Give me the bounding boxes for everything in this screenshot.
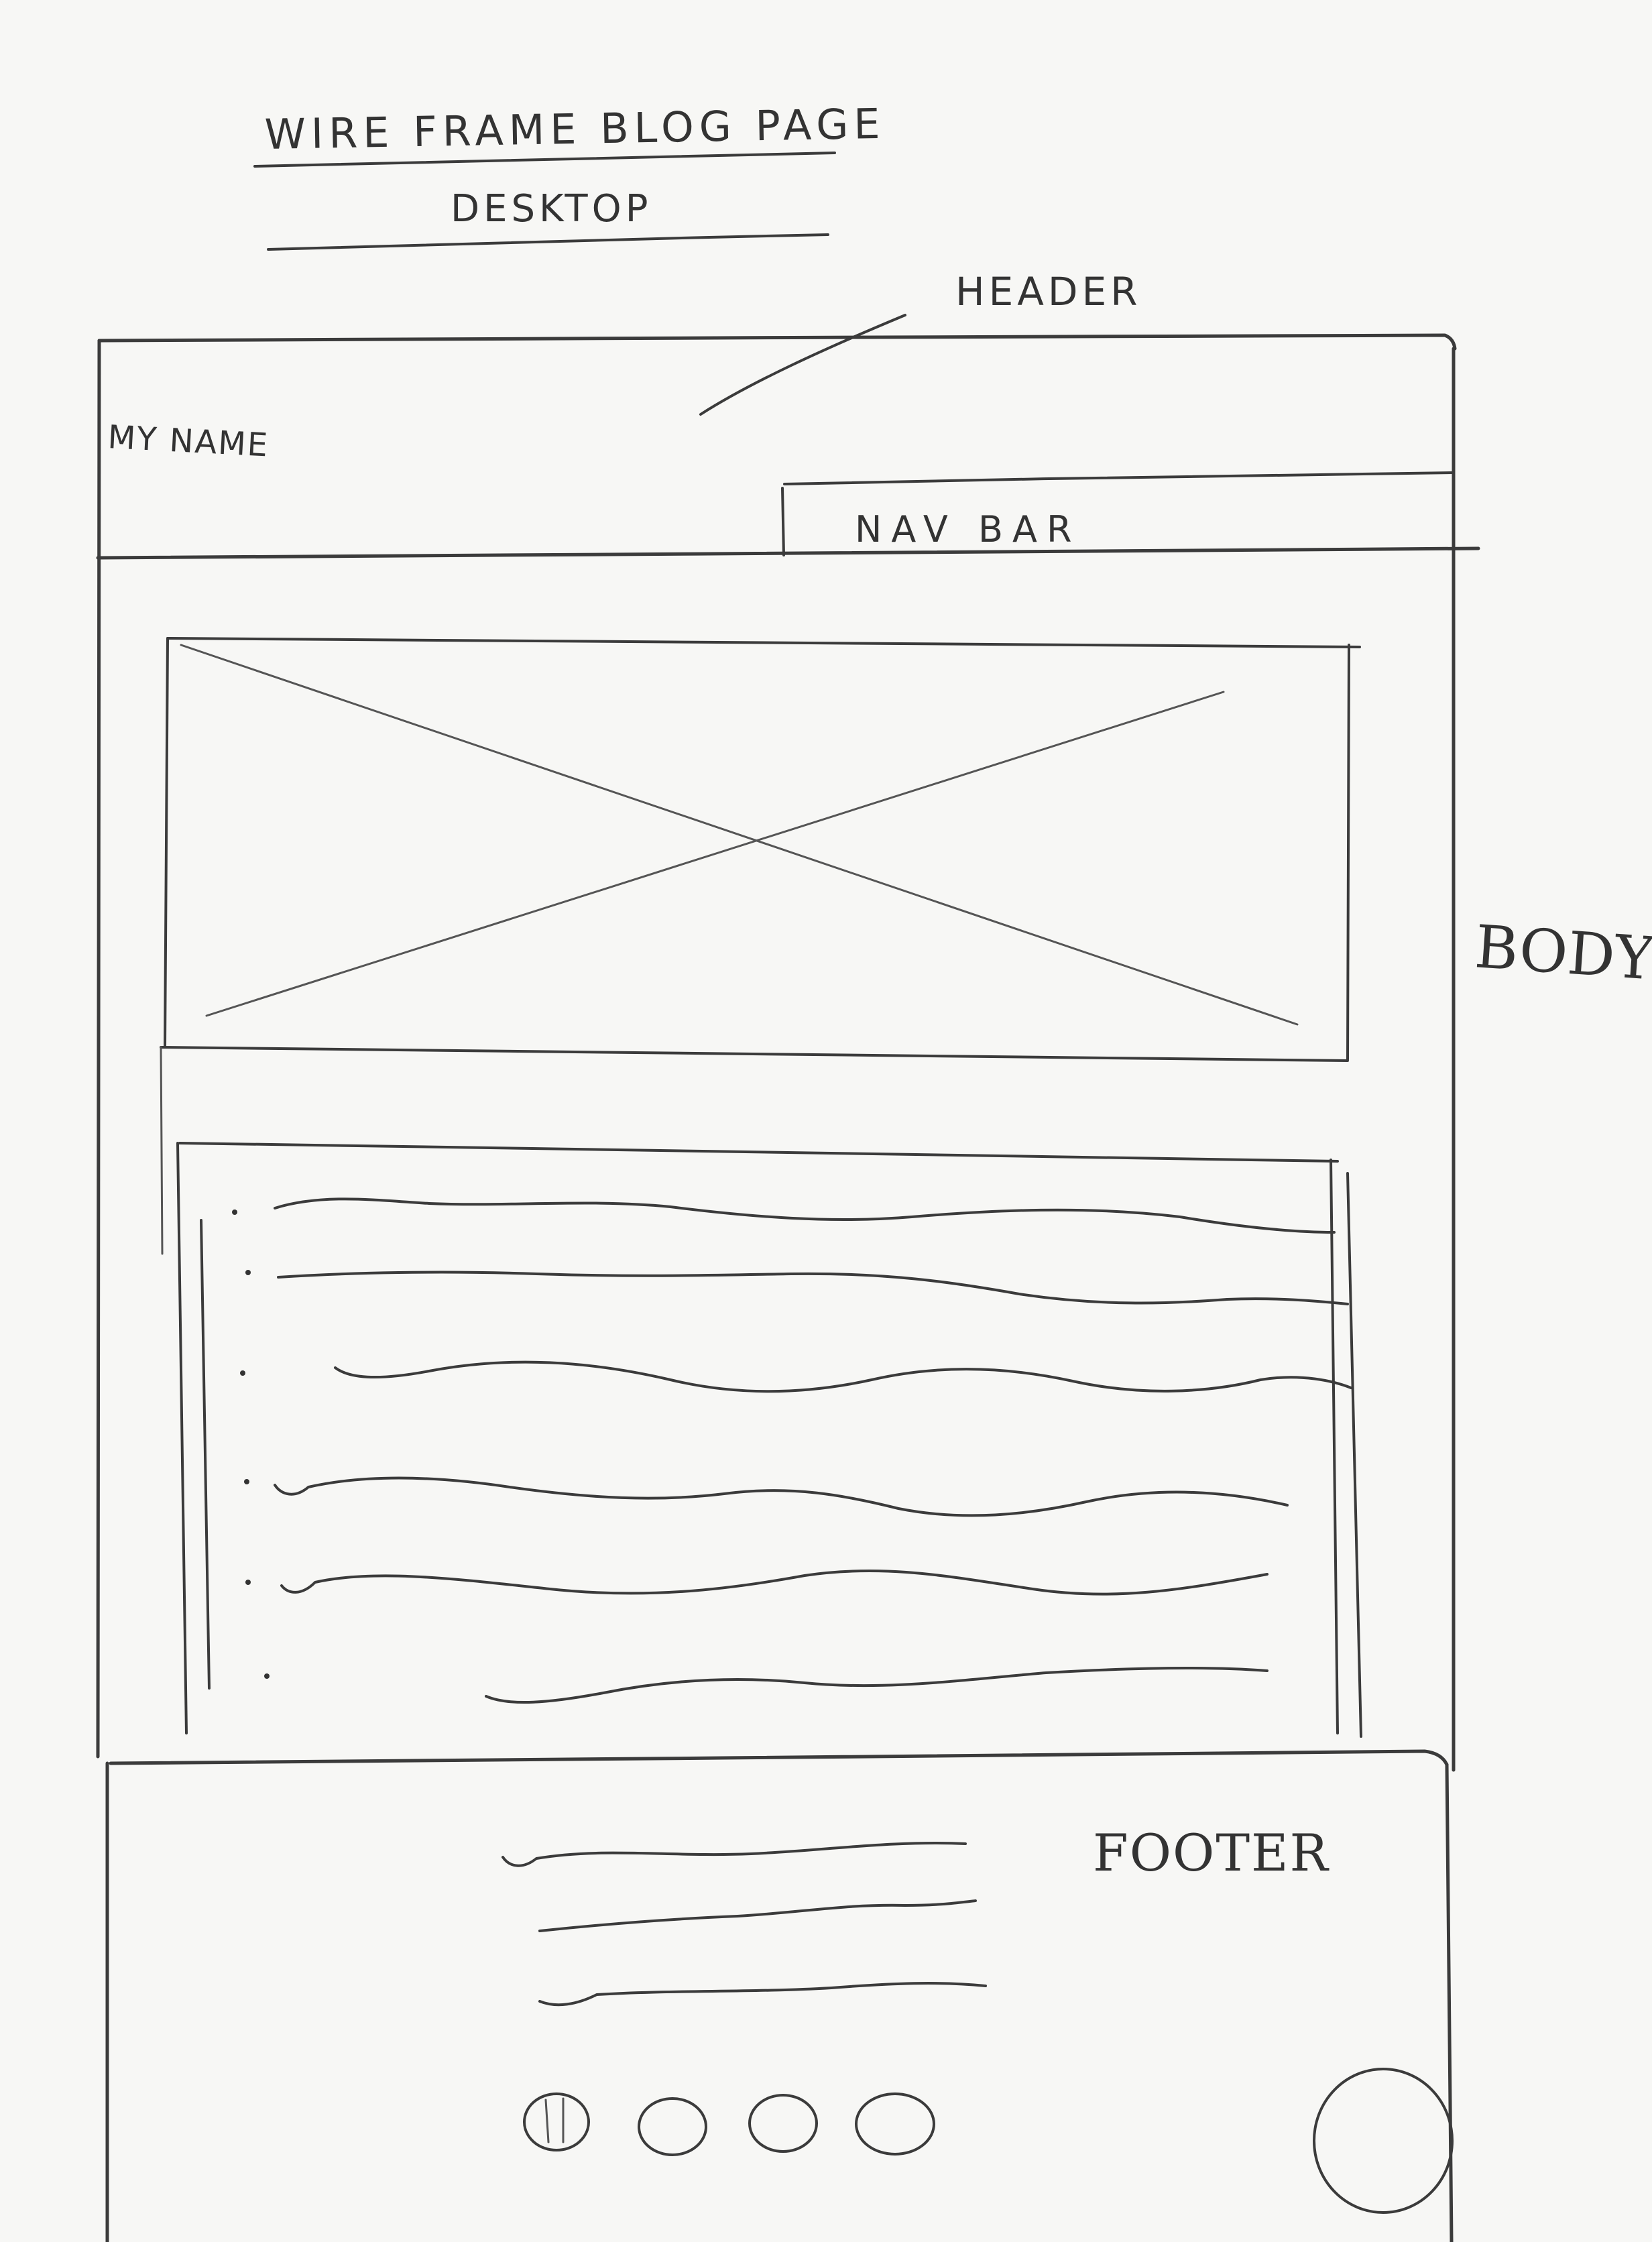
body-annotation-label: BODY (1473, 912, 1652, 993)
header-annotation-label: HEADER (955, 269, 1142, 314)
social-icon[interactable] (748, 2094, 818, 2153)
content-line (245, 1270, 1349, 1305)
hero-image-placeholder (160, 637, 1361, 1255)
large-circle-icon[interactable] (1313, 2068, 1454, 2214)
hero-image-cross-b (205, 691, 1225, 1017)
footer-text-line (538, 1899, 977, 1932)
content-line (244, 1476, 1289, 1517)
header-annotation-pointer (699, 314, 906, 416)
site-name: MY NAME (107, 418, 270, 465)
page-title: WIRE FRAME BLOG PAGE (264, 99, 886, 159)
hero-image-cross-a (180, 644, 1299, 1026)
footer-section: FOOTER (105, 1749, 1454, 2242)
header-section: MY NAME NAV BAR (96, 418, 1480, 560)
nav-top-line (783, 471, 1455, 485)
social-icon[interactable] (855, 2092, 935, 2156)
header-bottom-line (96, 546, 1480, 560)
content-line (264, 1667, 1268, 1704)
social-icons (523, 2092, 935, 2156)
subtitle-underline (267, 233, 829, 251)
footer-text-line (538, 1982, 987, 2007)
nav-left-divider (781, 487, 785, 556)
header-annotation: HEADER (699, 269, 1142, 416)
page-subtitle: DESKTOP (451, 187, 652, 231)
nav-bar-label: NAV BAR (855, 508, 1081, 550)
content-line (240, 1360, 1352, 1393)
footer-annotation-label: FOOTER (1093, 1823, 1330, 1883)
page-frame (96, 333, 1457, 1772)
social-icon[interactable] (638, 2097, 707, 2156)
content-box (176, 1142, 1362, 1738)
content-line (245, 1569, 1268, 1596)
title-block: WIRE FRAME BLOG PAGE DESKTOP (253, 99, 886, 251)
title-underline (253, 152, 836, 168)
social-icon[interactable] (523, 2092, 590, 2151)
footer-text-line (501, 1842, 967, 1867)
content-line (232, 1197, 1336, 1234)
